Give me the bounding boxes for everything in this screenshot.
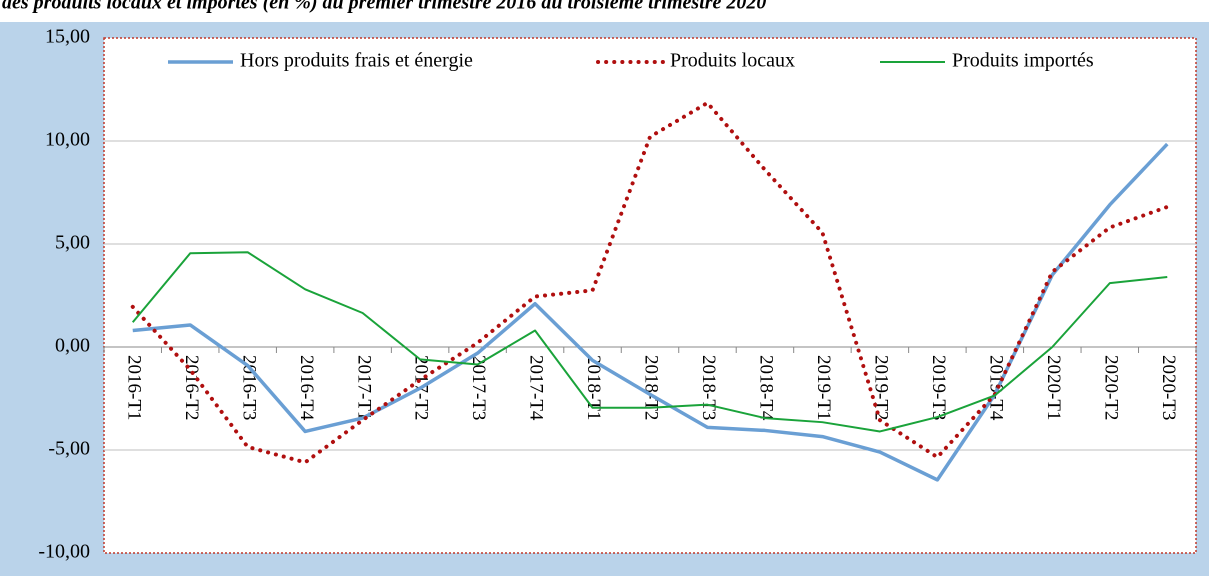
x-tick-label: 2019-T3: [928, 355, 949, 420]
y-tick-label: 15,00: [45, 26, 90, 48]
x-tick-label: 2017-T1: [353, 355, 374, 420]
x-tick-label: 2017-T3: [468, 355, 489, 420]
y-tick-label: -5,00: [48, 438, 90, 460]
x-tick-label: 2016-T1: [123, 355, 144, 420]
x-tick-label: 2016-T2: [181, 355, 202, 420]
chart-title: des produits locaux et importés (en %) d…: [2, 0, 766, 14]
x-tick-label: 2020-T1: [1043, 355, 1064, 420]
x-tick-label: 2018-T1: [583, 355, 604, 420]
x-tick-label: 2020-T2: [1100, 355, 1121, 420]
x-tick-label: 2018-T3: [698, 355, 719, 420]
legend-label: Produits importés: [952, 50, 1094, 72]
legend-label: Hors produits frais et énergie: [240, 50, 473, 72]
y-tick-label: 0,00: [55, 335, 90, 357]
x-tick-label: 2016-T4: [296, 355, 317, 421]
y-tick-label: 5,00: [55, 232, 90, 254]
y-tick-label: 10,00: [45, 129, 90, 151]
legend-label: Produits locaux: [670, 50, 795, 72]
x-tick-label: 2019-T4: [985, 355, 1006, 421]
y-tick-label: -10,00: [38, 541, 90, 563]
line-series: [131, 251, 1168, 433]
x-tick-label: 2017-T4: [526, 355, 547, 421]
x-tick-label: 2018-T2: [641, 355, 662, 420]
x-tick-label: 2019-T2: [871, 355, 892, 420]
x-tick-label: 2020-T3: [1158, 355, 1179, 420]
x-tick-label: 2018-T4: [756, 355, 777, 421]
plot-area: [103, 37, 1197, 554]
x-tick-label: 2019-T1: [813, 355, 834, 420]
